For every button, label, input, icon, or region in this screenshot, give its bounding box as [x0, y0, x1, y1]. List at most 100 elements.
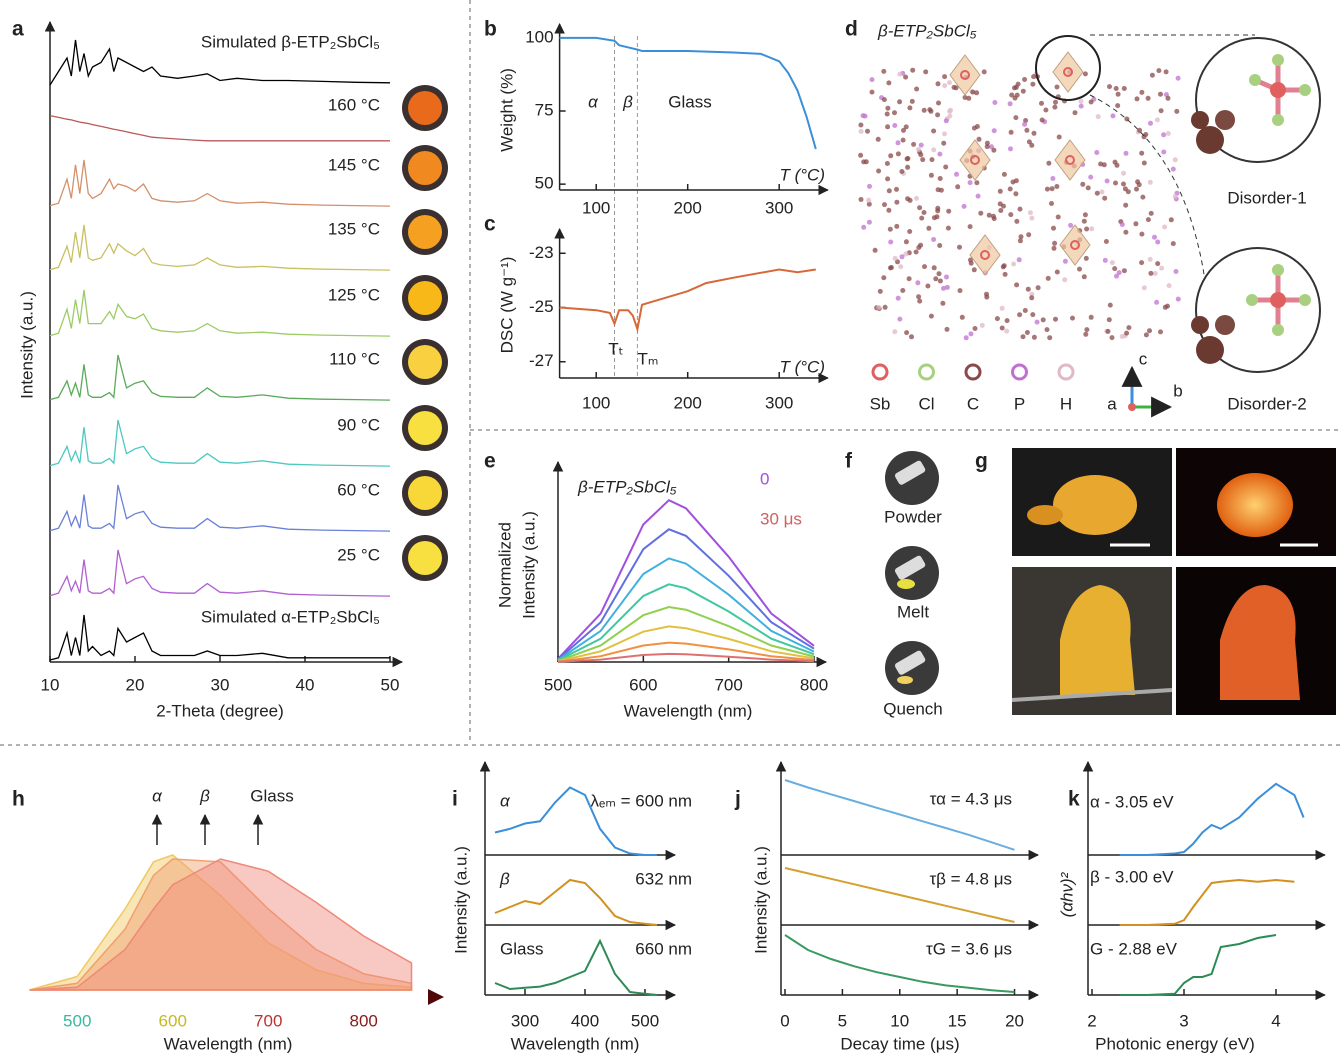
atom — [1139, 260, 1145, 266]
atom — [1139, 89, 1145, 95]
atom — [1122, 186, 1128, 192]
atom — [1020, 88, 1026, 94]
y-axis-label: DSC (W g⁻¹) — [497, 257, 516, 354]
atom — [1012, 85, 1017, 91]
x-tick-label: 20 — [126, 675, 145, 694]
x-tick-label: 500 — [63, 1011, 91, 1030]
atom — [1140, 194, 1146, 200]
atom — [1026, 232, 1032, 238]
axis-triad — [1121, 365, 1173, 418]
atom — [1152, 271, 1158, 276]
atom — [1165, 131, 1171, 136]
atom — [869, 89, 875, 95]
atom — [1155, 261, 1161, 267]
series-label: Simulated α-ETP₂SbCl₅ — [201, 607, 380, 626]
atom-legend-label: Cl — [918, 394, 934, 413]
atom — [882, 304, 888, 310]
atom — [940, 300, 946, 306]
atom — [959, 314, 965, 320]
atom — [1030, 312, 1036, 318]
atom — [1044, 327, 1050, 333]
atom — [974, 124, 980, 129]
atom — [894, 199, 900, 205]
atom — [918, 152, 924, 158]
atom — [916, 294, 922, 300]
atom — [1119, 222, 1125, 227]
atom — [1081, 218, 1087, 224]
panel-letter: d — [845, 18, 858, 41]
atom — [999, 325, 1005, 331]
x-tick-label: 300 — [765, 393, 793, 412]
line — [494, 938, 658, 996]
x-tick-label: 50 — [381, 675, 400, 694]
x-axis-label: 2-Theta (degree) — [156, 701, 284, 720]
atom — [895, 151, 901, 157]
atom — [1022, 121, 1028, 127]
atom — [1148, 210, 1154, 216]
atom — [877, 288, 883, 294]
atom — [1123, 229, 1129, 235]
atom — [888, 239, 894, 245]
panel-letter: b — [484, 18, 497, 41]
atom — [931, 237, 937, 242]
atom — [1007, 186, 1013, 192]
atom — [1001, 171, 1007, 177]
x-tick-label: 15 — [948, 1011, 967, 1030]
atom-legend-marker — [1057, 363, 1075, 381]
sample-photo — [408, 541, 442, 575]
atom-legend-label: Sb — [870, 394, 891, 413]
atom — [937, 176, 943, 181]
atom — [1105, 328, 1111, 334]
line — [784, 867, 1015, 923]
atom — [954, 171, 959, 177]
x-tick-label: 100 — [582, 393, 610, 412]
atom — [945, 225, 951, 231]
atom — [1124, 330, 1130, 336]
annotation: Tₜ — [608, 339, 623, 358]
atom — [872, 247, 878, 253]
atom — [1136, 182, 1142, 188]
x-tick-label: 500 — [544, 675, 572, 694]
y-tick-label: -23 — [529, 243, 554, 262]
atom — [876, 168, 882, 174]
atom — [1094, 150, 1100, 155]
atom — [907, 229, 913, 234]
atom — [881, 97, 887, 103]
line — [557, 499, 815, 660]
sample-photo — [408, 411, 442, 445]
atom — [1029, 215, 1035, 221]
atom — [999, 305, 1005, 311]
inset — [1195, 247, 1321, 373]
series-label: 160 °C — [328, 95, 380, 114]
atom — [935, 205, 941, 211]
atom — [921, 107, 927, 113]
atom — [957, 288, 963, 294]
atom — [1031, 74, 1037, 80]
atom — [881, 68, 887, 74]
atom — [1053, 99, 1058, 105]
atom — [1040, 317, 1046, 323]
atom — [1039, 100, 1044, 106]
atom — [1102, 195, 1108, 201]
atom — [968, 331, 974, 337]
atom — [886, 188, 892, 194]
atom — [1115, 103, 1121, 109]
atom — [1013, 178, 1019, 184]
atom — [1044, 186, 1050, 192]
atom — [885, 124, 891, 130]
atom — [1088, 99, 1094, 105]
atom — [903, 74, 909, 80]
peak-label: Glass — [250, 786, 293, 805]
atom — [942, 74, 948, 80]
panel-letter: e — [484, 450, 496, 473]
line — [1119, 878, 1295, 926]
atom — [928, 313, 934, 319]
atom — [1123, 202, 1129, 208]
octahedron — [959, 139, 991, 181]
atom — [1070, 240, 1080, 250]
atom — [936, 271, 942, 277]
atom — [913, 249, 919, 255]
atom — [1083, 255, 1089, 261]
atom — [858, 197, 864, 202]
atom — [944, 274, 949, 280]
